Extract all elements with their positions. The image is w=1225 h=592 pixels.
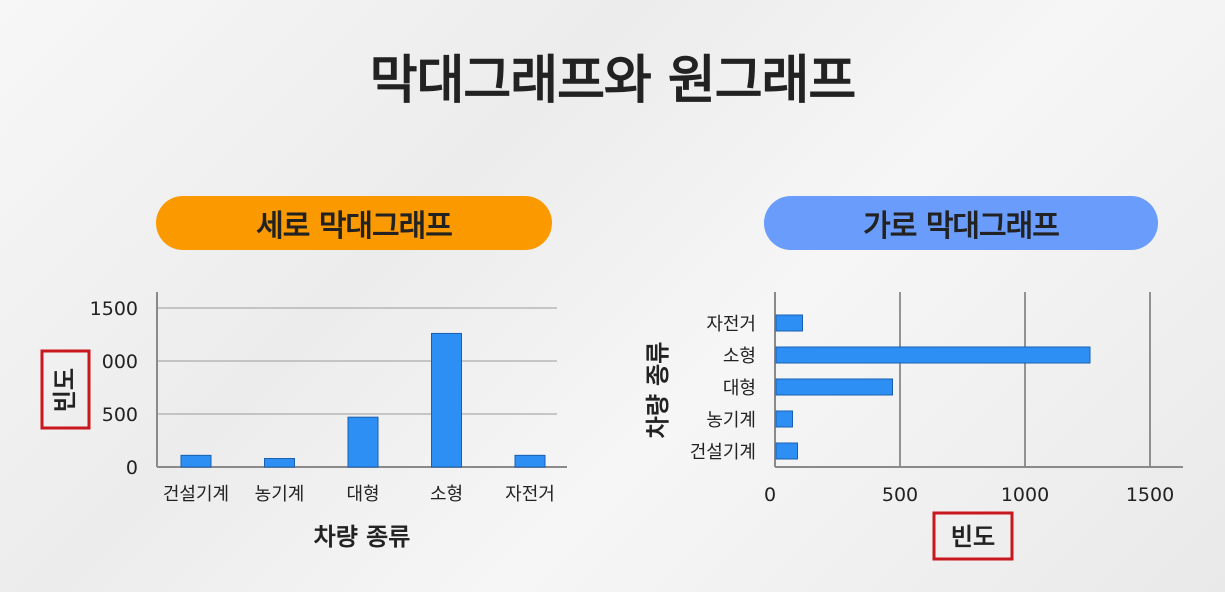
page-title: 막대그래프와 원그래프 (369, 51, 857, 111)
horizontal-bar-chart-badge: 가로 막대그래프 (764, 196, 1158, 250)
x-tick-label: 1000 (1001, 484, 1049, 506)
bar (775, 378, 893, 396)
y-category-label: 대형 (723, 378, 756, 399)
x-axis-title: 차량 종류 (314, 523, 411, 551)
x-category-label: 건설기계 (163, 484, 229, 505)
bar (264, 458, 295, 468)
x-tick-label: 500 (882, 484, 918, 506)
y-tick-label: 000 (102, 351, 138, 373)
y-tick-label: 0 (126, 457, 138, 479)
bar (775, 410, 793, 428)
horizontal-bar-chart-badge-label: 가로 막대그래프 (863, 209, 1060, 244)
vertical-bar-chart-badge-label: 세로 막대그래프 (256, 209, 453, 244)
x-category-label: 대형 (346, 484, 379, 505)
x-axis-title-highlight-box (932, 511, 1014, 561)
bar (775, 442, 798, 460)
x-tick-label: 0 (764, 484, 776, 506)
bar (514, 454, 546, 468)
y-category-label: 농기계 (706, 410, 756, 431)
bar (431, 332, 462, 468)
x-category-label: 소형 (430, 484, 463, 505)
y-axis-title-highlight-box (40, 349, 91, 430)
y-axis-title: 차량 종류 (644, 342, 672, 439)
bar (180, 454, 212, 468)
bar (347, 416, 379, 468)
y-tick-label: 500 (102, 404, 138, 426)
x-tick-label: 1500 (1126, 484, 1174, 506)
bar (775, 314, 803, 332)
y-category-label: 건설기계 (690, 442, 756, 463)
x-category-label: 자전거 (505, 484, 555, 505)
x-axis-title: 빈도 (951, 523, 995, 551)
bar (775, 346, 1091, 364)
x-category-label: 농기계 (255, 484, 305, 505)
vertical-bar-chart-badge: 세로 막대그래프 (156, 196, 552, 250)
y-axis-title: 빈도 (51, 368, 79, 412)
y-category-label: 소형 (723, 346, 756, 367)
y-tick-label: 1500 (90, 298, 138, 320)
y-category-label: 자전거 (706, 314, 756, 335)
